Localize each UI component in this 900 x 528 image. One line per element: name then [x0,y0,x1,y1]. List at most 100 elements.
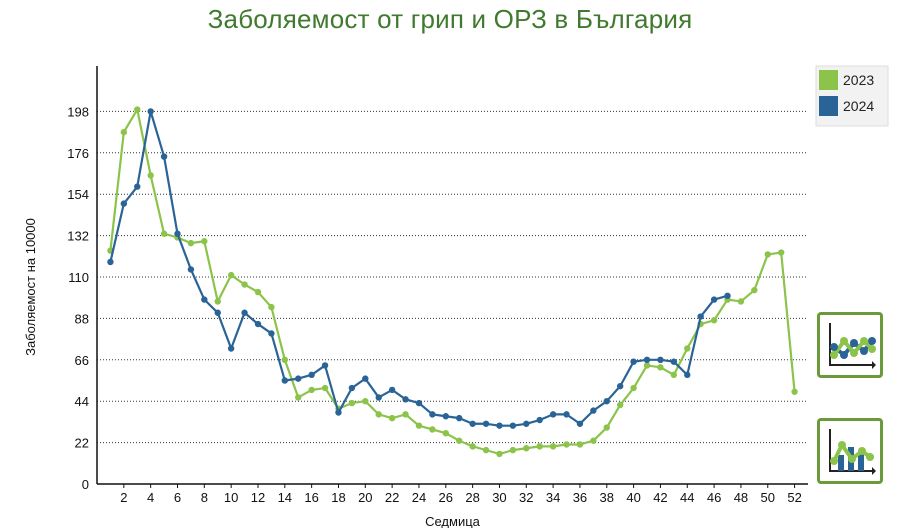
legend-swatch [819,70,838,90]
y-tick-label: 0 [82,477,89,492]
data-point [321,362,329,369]
data-point [120,200,128,207]
data-point [134,183,141,190]
x-tick-label: 48 [734,490,748,505]
data-point [429,426,436,433]
data-point [456,414,463,422]
data-point [388,414,396,422]
x-tick-label: 30 [492,490,506,505]
legend-label: 2024 [843,98,874,114]
data-point [348,399,356,407]
data-point [482,446,490,454]
data-point [684,371,691,379]
x-tick-label: 28 [465,490,479,505]
data-point [603,424,610,431]
data-point [375,394,382,401]
data-point [523,445,530,452]
x-tick-label: 46 [707,490,721,505]
x-tick-label: 40 [626,490,640,505]
x-tick-label: 26 [439,490,453,505]
data-point [214,298,221,305]
data-point [496,450,503,458]
data-point [335,409,342,416]
data-point [375,411,382,418]
data-point [657,364,664,371]
data-point [429,411,436,418]
data-point [268,303,275,311]
data-point [442,429,449,437]
y-tick-label: 176 [67,146,89,161]
data-point [616,382,624,390]
data-point [710,317,718,324]
data-point [670,358,678,365]
x-tick-label: 50 [761,490,775,505]
data-point [254,288,262,296]
y-tick-label: 110 [68,270,89,285]
data-point [147,108,154,115]
line-chart-icon [829,323,876,369]
x-tick-label: 38 [600,490,614,505]
bar-line-chart-icon [829,429,876,475]
data-point [308,371,315,379]
data-point [737,298,745,305]
x-tick-label: 4 [147,490,154,505]
data-point [657,356,664,363]
data-point [509,446,517,454]
data-point [442,413,449,420]
data-point [603,398,610,405]
data-point [563,441,570,448]
data-point [321,384,329,392]
data-point [616,401,624,409]
data-point [496,422,503,429]
x-tick-label: 14 [278,490,292,505]
data-point [684,345,691,352]
data-point [482,420,490,427]
data-point [402,396,409,403]
data-point [630,358,637,365]
data-point [697,313,704,320]
data-point [751,286,758,294]
series-line [109,110,728,427]
line-view-button[interactable] [817,312,883,378]
data-point [469,420,476,427]
y-tick-label: 44 [75,394,89,409]
data-point [281,356,289,363]
data-point [295,375,302,382]
x-tick-label: 10 [224,490,238,505]
data-point [268,330,275,337]
legend-label: 2023 [843,72,874,88]
data-point [509,422,517,429]
data-point [643,362,651,369]
chart-title: Заболяемост от грип и ОРЗ в България [207,4,693,34]
data-point [160,153,168,160]
data-point [777,249,785,256]
bar-view-button[interactable] [817,418,883,484]
data-point [160,230,168,237]
data-point [295,394,302,401]
data-point [308,386,315,394]
x-tick-label: 20 [358,490,372,505]
data-point [227,345,235,352]
gridlines [97,110,808,444]
data-point [134,106,141,113]
data-point [241,309,248,316]
series-2023 [107,106,798,458]
data-point [107,258,114,266]
data-point [710,296,718,303]
x-tick-label: 24 [412,490,426,505]
data-point [402,411,409,418]
data-point [362,375,369,382]
data-point [576,420,584,427]
y-tick-label: 22 [75,436,89,451]
x-tick-label: 12 [251,490,265,505]
series-line [109,108,796,455]
y-tick-label: 154 [67,187,89,202]
legend-swatch [819,96,838,116]
y-tick-label: 88 [75,311,89,326]
data-point [791,388,798,395]
data-point [241,281,248,288]
data-point [764,251,771,258]
legend: 2023 2024 [815,65,889,127]
